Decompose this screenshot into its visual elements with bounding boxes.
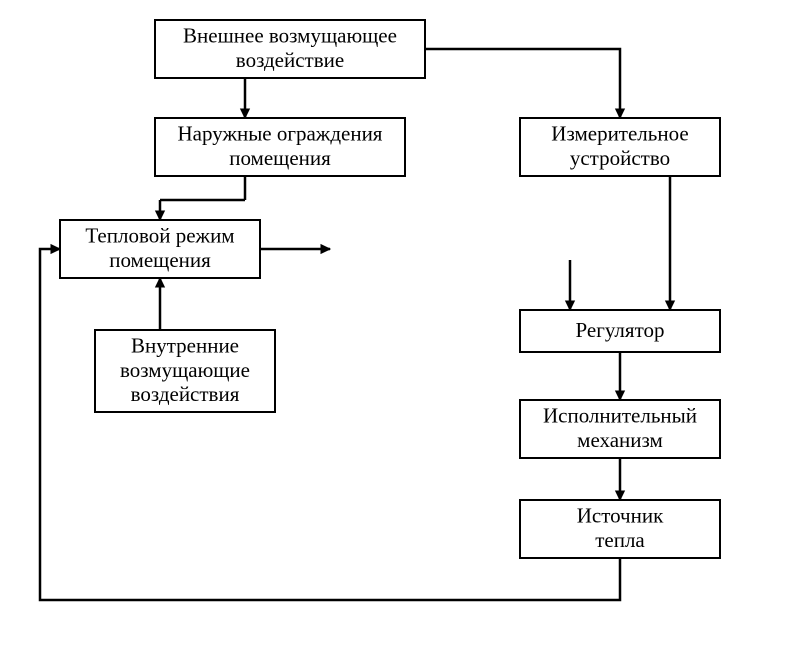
node-label-n5-line0: Измерительное [551,122,688,146]
node-label-n4-line0: Внутренние [131,334,239,358]
node-label-n1-line1: воздействие [236,48,344,72]
node-label-n5-line1: устройство [570,146,670,170]
node-n8: Источниктепла [520,500,720,558]
node-label-n7-line1: механизм [577,428,663,452]
node-n6: Регулятор [520,310,720,352]
flowchart-canvas: Внешнее возмущающеевоздействие Наружные о… [0,0,800,659]
node-n2: Наружные огражденияпомещения [155,118,405,176]
node-n4: Внутренниевозмущающиевоздействия [95,330,275,412]
node-n1: Внешнее возмущающеевоздействие [155,20,425,78]
node-n7: Исполнительныймеханизм [520,400,720,458]
node-label-n4-line1: возмущающие [120,358,250,382]
node-label-n3-line0: Тепловой режим [85,224,234,248]
node-label-n4-line2: воздействия [131,382,240,406]
node-label-n1-line0: Внешнее возмущающее [183,24,397,48]
node-label-n2-line1: помещения [229,146,331,170]
node-n5: Измерительноеустройство [520,118,720,176]
node-label-n2-line0: Наружные ограждения [178,122,383,146]
node-label-n3-line1: помещения [109,248,211,272]
node-label-n6-line0: Регулятор [576,318,665,342]
node-label-n8-line0: Источник [577,504,664,528]
node-n3: Тепловой режимпомещения [60,220,260,278]
node-label-n7-line0: Исполнительный [543,404,697,428]
node-label-n8-line1: тепла [595,528,645,552]
